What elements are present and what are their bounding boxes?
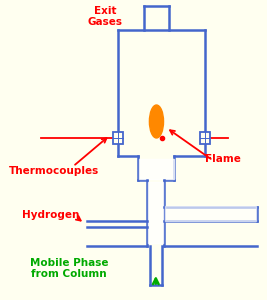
Text: Thermocouples: Thermocouples (9, 166, 99, 176)
Bar (200, 132, 210, 144)
Ellipse shape (150, 105, 163, 138)
Text: Hydrogen: Hydrogen (22, 209, 80, 220)
Text: Mobile Phase
from Column: Mobile Phase from Column (30, 258, 108, 279)
Bar (113, 132, 123, 144)
Text: Flame: Flame (205, 154, 241, 164)
Text: Exit
Gases: Exit Gases (88, 6, 123, 27)
